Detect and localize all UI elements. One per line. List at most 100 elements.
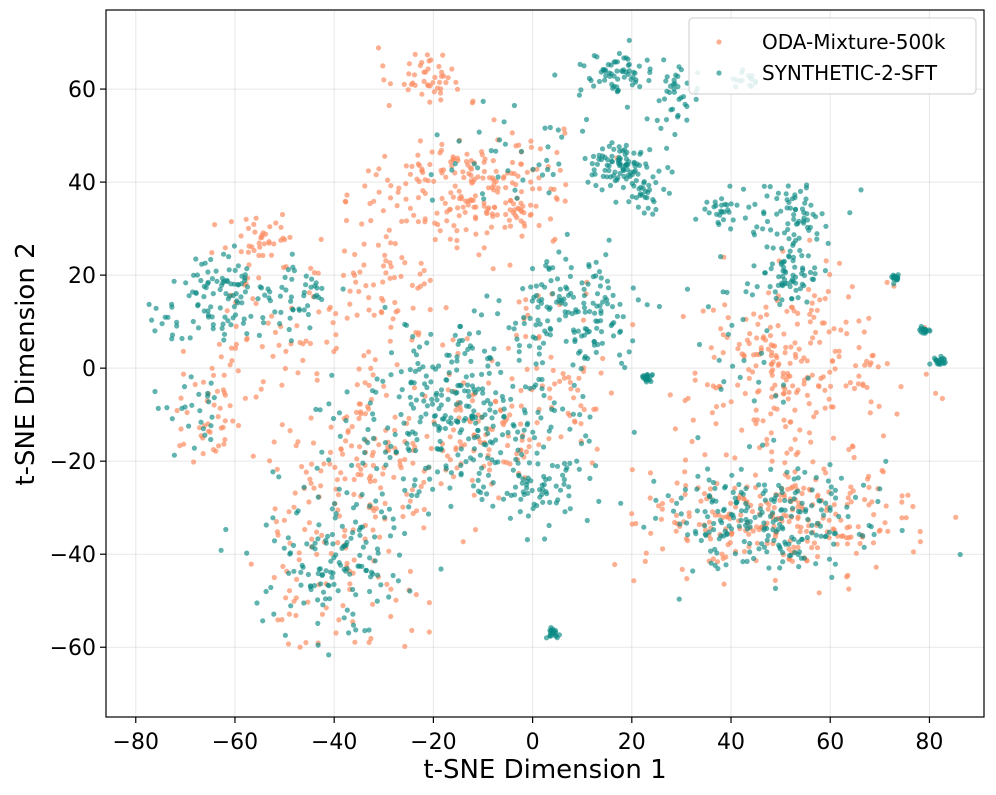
data-point [678, 511, 684, 517]
data-point [633, 195, 640, 201]
data-point [242, 277, 248, 283]
data-point [793, 451, 799, 458]
data-point [471, 161, 477, 167]
x-axis-ticks: −80 −60 −40 −20 0 20 40 60 80 [113, 717, 943, 755]
data-point [817, 297, 823, 303]
data-point [749, 292, 756, 298]
data-point [740, 559, 746, 565]
data-point [630, 322, 636, 328]
data-point [453, 446, 459, 453]
data-point [754, 284, 760, 290]
data-point [298, 582, 304, 588]
data-point [580, 128, 586, 134]
data-point [611, 83, 617, 89]
data-point [429, 401, 436, 407]
data-point [504, 490, 510, 496]
data-point [469, 398, 476, 404]
data-point [598, 275, 604, 281]
data-point [647, 187, 653, 193]
data-point [457, 439, 463, 445]
data-point [817, 498, 823, 504]
data-point [612, 59, 619, 65]
data-point [295, 508, 301, 514]
data-point [416, 366, 422, 372]
data-point [566, 484, 572, 490]
data-point [297, 644, 303, 650]
data-point [736, 523, 742, 529]
data-point [470, 457, 477, 463]
data-point [516, 472, 522, 478]
data-point [768, 466, 774, 472]
data-point [762, 497, 768, 503]
data-point [222, 314, 228, 320]
data-point [593, 463, 599, 469]
data-point [764, 328, 770, 334]
data-point [174, 319, 180, 325]
data-point [910, 549, 917, 555]
data-point [823, 500, 829, 506]
data-point [670, 508, 677, 514]
data-point [439, 141, 445, 147]
data-point [385, 177, 391, 183]
data-point [455, 452, 461, 458]
data-point [592, 171, 598, 177]
data-point [832, 561, 839, 567]
data-point [487, 461, 493, 467]
data-point [431, 178, 437, 184]
data-point [767, 513, 774, 520]
data-point [866, 315, 872, 321]
data-point [843, 319, 849, 325]
data-point [343, 217, 350, 224]
data-point [387, 195, 394, 201]
data-point [336, 410, 343, 416]
data-point [263, 231, 269, 237]
data-point [693, 531, 699, 537]
data-point [383, 258, 389, 264]
data-point [242, 395, 248, 401]
data-point [428, 331, 434, 337]
data-point [656, 168, 662, 174]
data-point [424, 340, 430, 346]
data-point [524, 485, 530, 491]
data-point [299, 562, 305, 569]
data-point [599, 146, 606, 152]
data-point [239, 273, 245, 279]
data-point [787, 205, 794, 211]
data-point [430, 80, 436, 86]
data-point [216, 341, 222, 347]
data-point [786, 236, 792, 242]
data-point [370, 372, 376, 378]
data-point [743, 500, 749, 507]
data-point [353, 279, 359, 285]
data-point [244, 331, 250, 337]
data-point [580, 393, 586, 400]
data-point [630, 285, 636, 291]
data-point [288, 298, 294, 304]
data-point [779, 297, 785, 303]
data-point [548, 354, 554, 360]
data-point [856, 318, 862, 324]
data-point [463, 198, 469, 204]
data-point [179, 335, 185, 342]
data-point [741, 538, 747, 545]
data-point [316, 522, 322, 528]
data-point [778, 515, 785, 521]
data-point [719, 196, 725, 202]
data-point [414, 437, 420, 443]
data-point [315, 570, 321, 577]
data-point [764, 193, 770, 199]
data-point [423, 373, 429, 379]
data-point [210, 322, 216, 328]
data-point [387, 454, 393, 461]
data-point [343, 199, 349, 205]
data-point [484, 491, 490, 497]
data-point [832, 530, 839, 536]
data-point [190, 318, 196, 325]
data-point [330, 415, 337, 422]
data-point [779, 245, 785, 251]
data-point [680, 313, 686, 320]
data-point [447, 457, 453, 463]
data-point [781, 331, 787, 337]
data-point [342, 543, 348, 549]
data-point [539, 360, 546, 366]
